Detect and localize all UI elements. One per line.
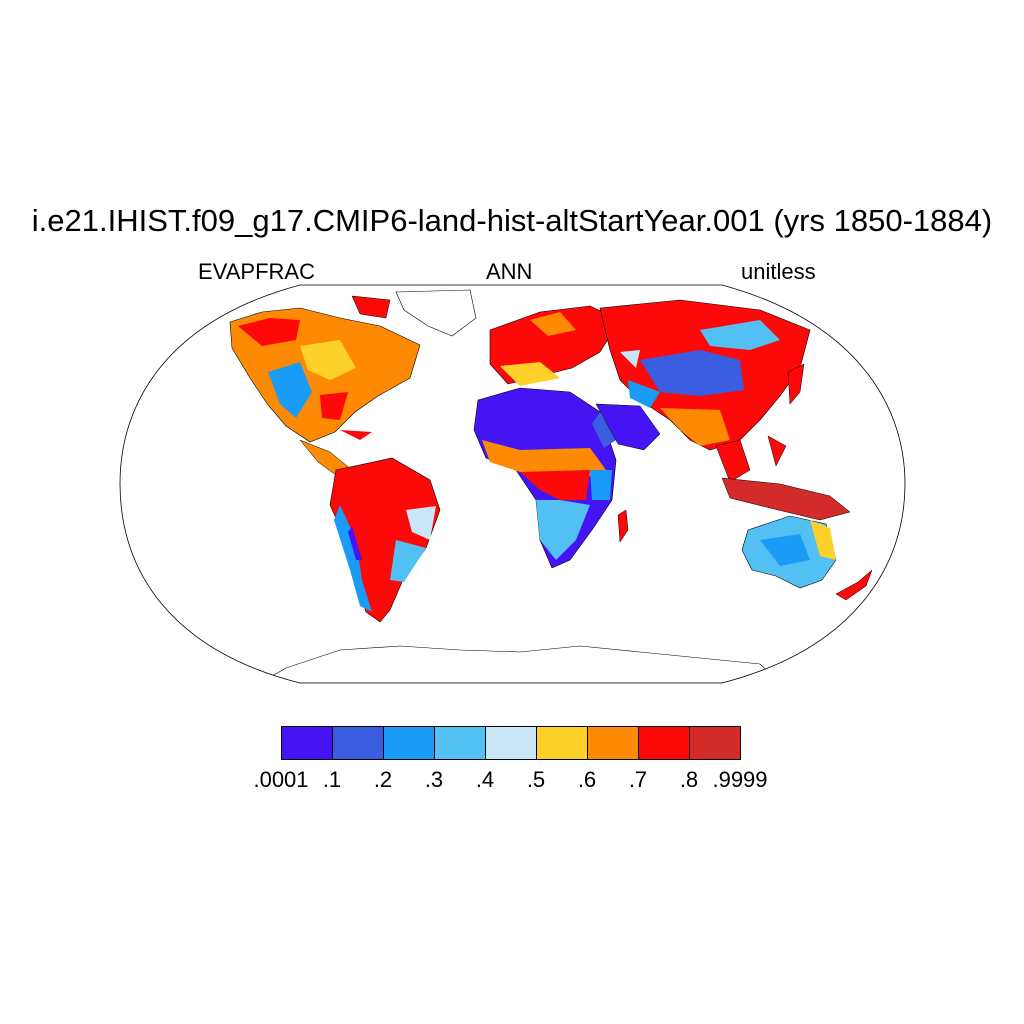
colorbar-label: .6 (577, 767, 597, 792)
colorbar-label: .0001 (253, 767, 309, 792)
colorbar-label: .4 (475, 767, 495, 792)
colorbar-label: .7 (628, 767, 648, 792)
season-label: ANN (486, 259, 533, 284)
colorbar-label: .5 (526, 767, 546, 792)
antarctica-outline (258, 645, 781, 683)
units-label: unitless (741, 259, 816, 284)
variable-label: EVAPFRAC (198, 259, 315, 284)
colorbar-swatch (638, 726, 690, 760)
colorbar-swatch (332, 726, 384, 760)
colorbar-swatch (536, 726, 588, 760)
colorbar-swatch (587, 726, 639, 760)
colorbar-swatch (485, 726, 537, 760)
colorbar-swatch (434, 726, 486, 760)
colorbar-label: .9999 (712, 767, 768, 792)
colorbar-label: .3 (424, 767, 444, 792)
colorbar-label: .1 (322, 767, 342, 792)
colorbar-swatch (689, 726, 741, 760)
colorbar-swatch (281, 726, 333, 760)
new-zealand-land (835, 569, 873, 601)
colorbar-label: .2 (373, 767, 393, 792)
madagascar-land (617, 509, 629, 543)
arabia-land (595, 403, 661, 451)
colorbar-swatch (383, 726, 435, 760)
indonesia-land (721, 477, 851, 521)
colorbar-label: .8 (679, 767, 699, 792)
plot-title: i.e21.IHIST.f09_g17.CMIP6-land-hist-altS… (31, 203, 993, 238)
japan-land (787, 363, 805, 405)
greenland-outline (395, 289, 477, 337)
southeast-asia-land (715, 439, 751, 483)
map-frame (119, 284, 906, 684)
